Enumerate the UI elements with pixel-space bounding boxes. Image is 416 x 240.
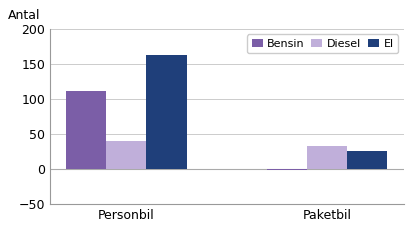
- Legend: Bensin, Diesel, El: Bensin, Diesel, El: [247, 34, 398, 53]
- Bar: [307, 146, 347, 169]
- Text: Antal: Antal: [7, 9, 40, 22]
- Bar: [66, 91, 106, 169]
- Bar: [106, 141, 146, 169]
- Bar: [146, 55, 186, 169]
- Bar: [347, 151, 387, 169]
- Bar: [267, 169, 307, 170]
